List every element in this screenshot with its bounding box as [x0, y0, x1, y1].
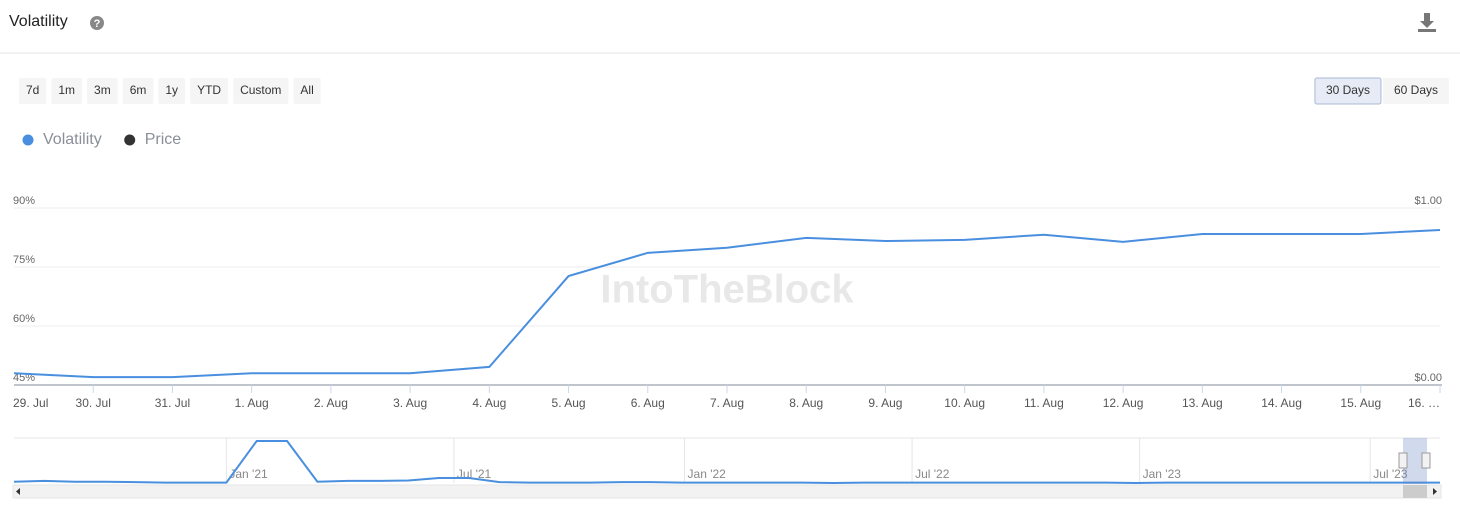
range-button-bg	[233, 78, 289, 104]
y2-tick-label: $1.00	[1414, 195, 1442, 207]
range-button[interactable]: All	[293, 78, 321, 104]
legend-label: Volatility	[43, 131, 102, 148]
y-tick-label: 90%	[13, 195, 35, 207]
help-icon[interactable]: ?	[90, 16, 104, 30]
range-button-bg	[158, 78, 186, 104]
range-button-label: 7d	[26, 83, 39, 97]
svg-text:?: ?	[94, 18, 101, 30]
x-tick-label: 13. Aug	[1182, 396, 1223, 410]
x-tick-label: 31. Jul	[155, 396, 190, 410]
x-tick-label: 2. Aug	[314, 396, 348, 410]
range-button[interactable]: 6m	[122, 78, 154, 104]
range-button-label: 1m	[58, 83, 75, 97]
navigator-line	[13, 440, 1440, 485]
period-button-label: 60 Days	[1394, 83, 1438, 97]
x-tick-label: 16. …	[1408, 396, 1440, 410]
scrollbar-thumb[interactable]	[1403, 485, 1427, 498]
legend-marker	[22, 134, 34, 146]
period-button[interactable]: 30 Days	[1314, 77, 1382, 105]
range-button-label: Custom	[240, 83, 281, 97]
chart-title: Volatility	[9, 13, 68, 30]
period-button-label: 30 Days	[1326, 83, 1370, 97]
scrollbar-track	[12, 484, 1442, 499]
legend-item[interactable]: Volatility	[22, 131, 102, 148]
range-button-label: YTD	[197, 83, 221, 97]
series-line	[13, 229, 1441, 379]
range-button-bg	[122, 78, 154, 104]
scrollbar-right-arrow[interactable]	[1433, 488, 1437, 495]
x-tick-label: 7. Aug	[710, 396, 744, 410]
range-button-label: 3m	[94, 83, 111, 97]
range-button[interactable]: 1m	[51, 78, 83, 104]
range-button-label: 1y	[165, 83, 178, 97]
range-button[interactable]: 1y	[158, 78, 186, 104]
y-tick-label: 60%	[13, 313, 35, 325]
navigator-handle[interactable]	[1421, 452, 1431, 469]
x-tick-label: 14. Aug	[1261, 396, 1302, 410]
x-tick-label: 29. Jul	[13, 396, 48, 410]
x-tick-label: 30. Jul	[76, 396, 111, 410]
range-button[interactable]: 3m	[87, 78, 118, 104]
watermark: IntoTheBlock	[600, 268, 854, 312]
range-button-bg	[19, 78, 47, 104]
x-tick-label: 4. Aug	[472, 396, 506, 410]
x-tick-label: 15. Aug	[1340, 396, 1381, 410]
period-button[interactable]: 60 Days	[1382, 78, 1449, 104]
navigator-handle[interactable]	[1398, 452, 1408, 469]
range-button-label: All	[300, 83, 313, 97]
scrollbar-left-arrow[interactable]	[16, 488, 20, 495]
navigator-tick-label: Jul '23	[1373, 467, 1408, 481]
range-button-label: 6m	[130, 83, 147, 97]
x-tick-label: 5. Aug	[552, 396, 586, 410]
x-tick-label: 12. Aug	[1103, 396, 1144, 410]
x-tick-label: 11. Aug	[1024, 396, 1064, 410]
period-button-bg	[1314, 77, 1382, 105]
x-tick-label: 1. Aug	[235, 396, 269, 410]
range-button[interactable]: Custom	[233, 78, 289, 104]
legend-label: Price	[145, 131, 182, 148]
range-button-bg	[51, 78, 83, 104]
y2-tick-label: $0.00	[1414, 372, 1442, 384]
download-icon[interactable]	[1418, 13, 1436, 32]
range-button-bg	[87, 78, 118, 104]
navigator-tick-label: Jul '22	[915, 467, 950, 481]
range-button[interactable]: 7d	[19, 78, 47, 104]
range-button-bg	[293, 78, 321, 104]
navigator-tick-label: Jan '22	[688, 467, 727, 481]
legend-marker	[124, 134, 136, 146]
y-tick-label: 75%	[13, 254, 35, 266]
x-tick-label: 9. Aug	[868, 396, 902, 410]
x-tick-label: 3. Aug	[393, 396, 427, 410]
navigator-tick-label: Jan '21	[229, 467, 268, 481]
legend-item[interactable]: Price	[124, 131, 181, 148]
period-button-bg	[1382, 78, 1449, 104]
x-tick-label: 8. Aug	[789, 396, 823, 410]
range-button-bg	[190, 78, 229, 104]
x-tick-label: 6. Aug	[631, 396, 665, 410]
x-tick-label: 10. Aug	[944, 396, 985, 410]
navigator-tick-label: Jan '23	[1143, 467, 1182, 481]
range-button[interactable]: YTD	[190, 78, 229, 104]
